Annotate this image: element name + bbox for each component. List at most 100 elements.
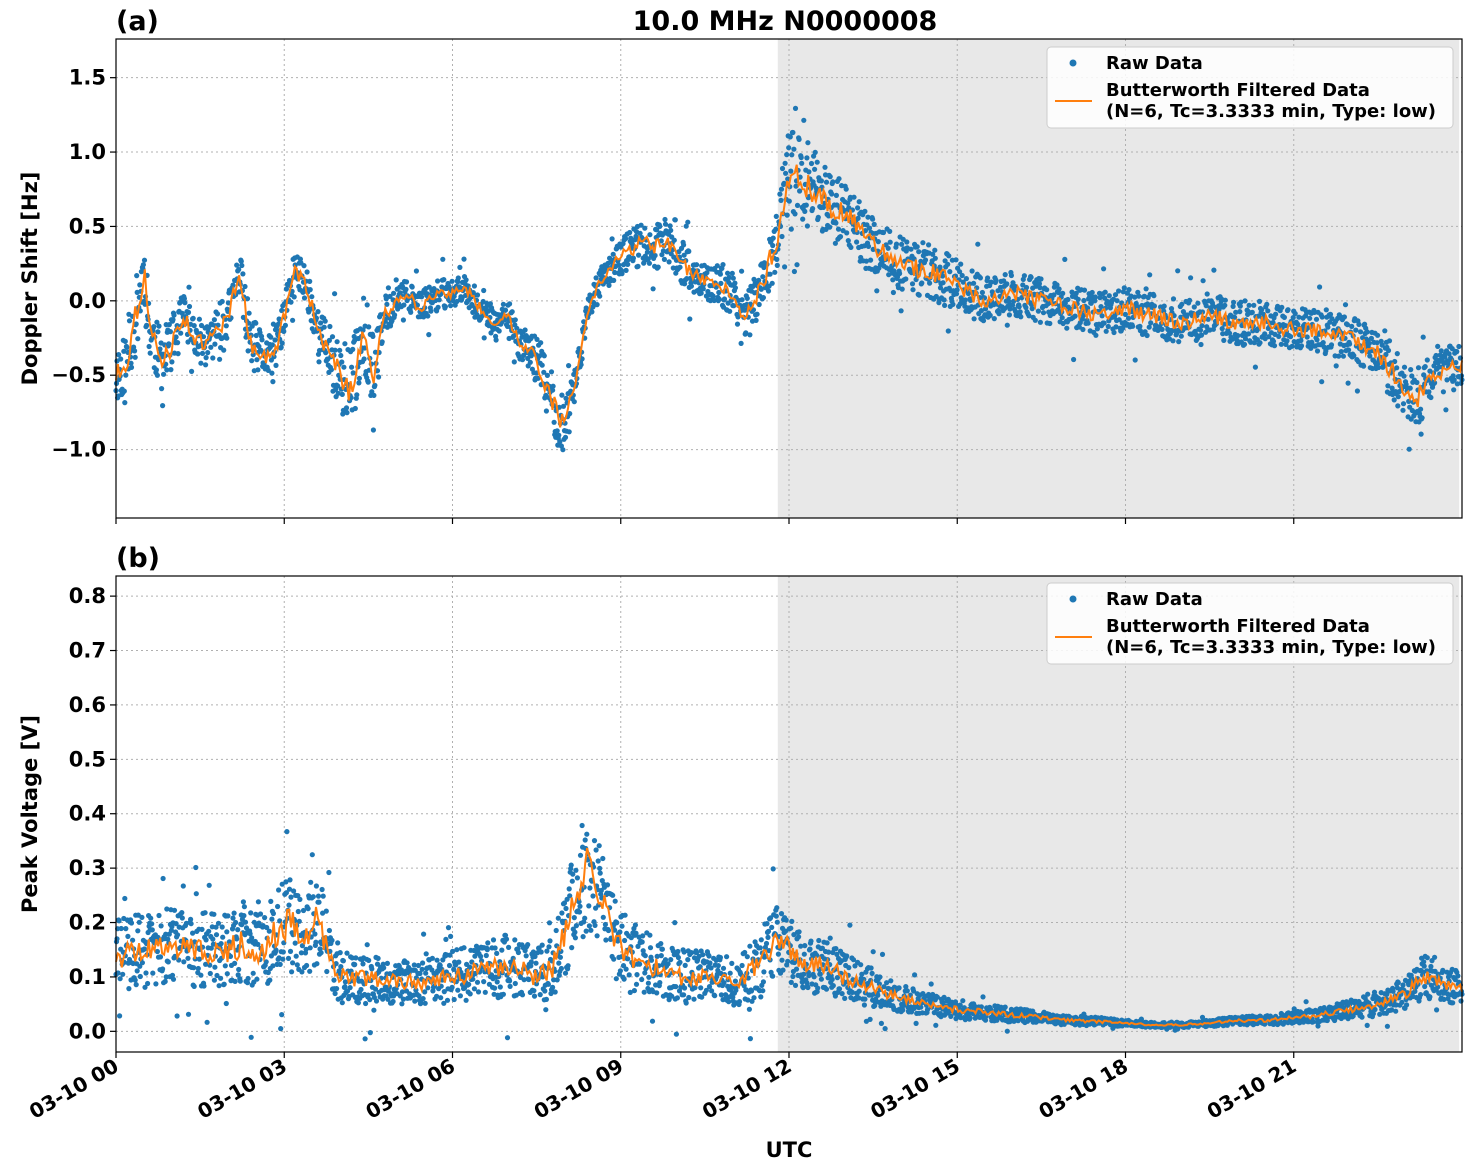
- raw-data-point: [720, 262, 726, 268]
- raw-data-point: [531, 993, 538, 999]
- raw-data-point: [1349, 323, 1355, 329]
- raw-data-point: [1116, 288, 1122, 294]
- raw-data-point: [1197, 327, 1204, 333]
- raw-data-point: [1205, 316, 1211, 322]
- raw-data-point: [827, 174, 833, 180]
- raw-data-point: [562, 970, 569, 976]
- raw-data-point: [835, 226, 842, 232]
- raw-data-point: [463, 277, 469, 283]
- raw-data-point: [1023, 304, 1029, 311]
- raw-data-point: [782, 264, 788, 270]
- raw-data-point: [763, 940, 770, 947]
- raw-data-point: [1284, 338, 1290, 344]
- raw-data-point: [202, 910, 208, 916]
- raw-data-point: [1237, 309, 1243, 315]
- raw-data-point: [636, 252, 642, 258]
- raw-data-point: [482, 989, 488, 995]
- raw-data-point: [911, 988, 917, 994]
- raw-data-point: [541, 369, 547, 375]
- raw-data-point: [554, 428, 560, 434]
- raw-data-point: [459, 295, 465, 301]
- raw-data-point: [760, 295, 767, 301]
- raw-data-point: [418, 1000, 424, 1006]
- raw-data-point: [339, 1000, 345, 1006]
- raw-data-point: [337, 347, 343, 353]
- raw-data-point: [512, 937, 518, 943]
- raw-data-point: [1028, 274, 1034, 280]
- raw-data-point: [391, 290, 397, 296]
- raw-data-point: [320, 893, 326, 899]
- raw-data-point: [827, 935, 833, 941]
- raw-data-point: [958, 261, 964, 267]
- raw-data-point: [415, 962, 421, 969]
- raw-data-point: [234, 936, 240, 942]
- raw-data-point: [416, 993, 422, 999]
- raw-data-point: [724, 954, 730, 960]
- raw-data-point: [1327, 311, 1334, 317]
- raw-data-point: [639, 976, 645, 983]
- raw-data-point: [356, 375, 362, 381]
- raw-data-point: [739, 297, 745, 303]
- raw-data-point: [773, 213, 779, 219]
- raw-data-point: [642, 970, 648, 976]
- raw-data-point: [289, 969, 295, 975]
- raw-data-point: [153, 981, 159, 987]
- raw-data-point: [244, 980, 251, 986]
- raw-data-point: [285, 955, 292, 962]
- raw-data-point: [365, 992, 371, 998]
- raw-data-point: [195, 965, 201, 972]
- raw-data-point: [677, 264, 683, 270]
- raw-data-point: [1111, 329, 1117, 336]
- raw-data-point: [1296, 314, 1302, 320]
- raw-data-point: [1252, 364, 1258, 370]
- raw-data-point: [671, 237, 677, 243]
- raw-data-point: [826, 213, 832, 219]
- raw-data-point: [919, 280, 925, 286]
- raw-data-point: [270, 379, 276, 385]
- raw-data-point: [782, 160, 788, 166]
- raw-data-point: [171, 312, 177, 318]
- raw-data-point: [1148, 320, 1154, 326]
- raw-data-point: [630, 255, 637, 261]
- raw-data-point: [331, 977, 337, 983]
- raw-data-point: [255, 941, 261, 948]
- raw-data-point: [446, 962, 453, 969]
- raw-data-point: [160, 966, 166, 972]
- raw-data-point: [861, 976, 867, 983]
- raw-data-point: [531, 988, 537, 994]
- raw-data-point: [181, 296, 187, 302]
- raw-data-point: [189, 368, 195, 374]
- raw-data-point: [157, 346, 163, 352]
- raw-data-point: [121, 388, 127, 394]
- raw-data-point: [286, 886, 293, 892]
- raw-data-point: [383, 296, 389, 302]
- raw-data-point: [342, 979, 348, 985]
- raw-data-point: [625, 956, 631, 962]
- raw-data-point: [567, 411, 573, 417]
- raw-data-point: [1122, 311, 1128, 317]
- raw-data-point: [412, 998, 418, 1004]
- raw-data-point: [897, 270, 903, 277]
- raw-data-point: [511, 359, 517, 365]
- raw-data-point: [214, 972, 220, 979]
- raw-data-point: [1175, 268, 1181, 274]
- raw-data-point: [212, 964, 218, 970]
- raw-data-point: [1256, 298, 1263, 304]
- raw-data-point: [657, 223, 663, 229]
- raw-data-point: [761, 264, 767, 271]
- raw-data-point: [654, 953, 660, 960]
- raw-data-point: [1241, 341, 1248, 347]
- raw-data-point: [666, 259, 672, 265]
- raw-data-point: [115, 970, 121, 976]
- raw-data-point: [934, 994, 941, 1000]
- raw-data-point: [170, 317, 176, 323]
- raw-data-point: [282, 322, 288, 328]
- raw-data-point: [502, 307, 509, 313]
- raw-data-point: [811, 974, 817, 980]
- raw-data-point: [790, 973, 796, 980]
- raw-data-point: [982, 306, 989, 312]
- raw-data-point: [1329, 316, 1335, 322]
- raw-data-point: [1394, 365, 1400, 371]
- raw-data-point: [118, 356, 124, 362]
- raw-data-point: [729, 270, 735, 276]
